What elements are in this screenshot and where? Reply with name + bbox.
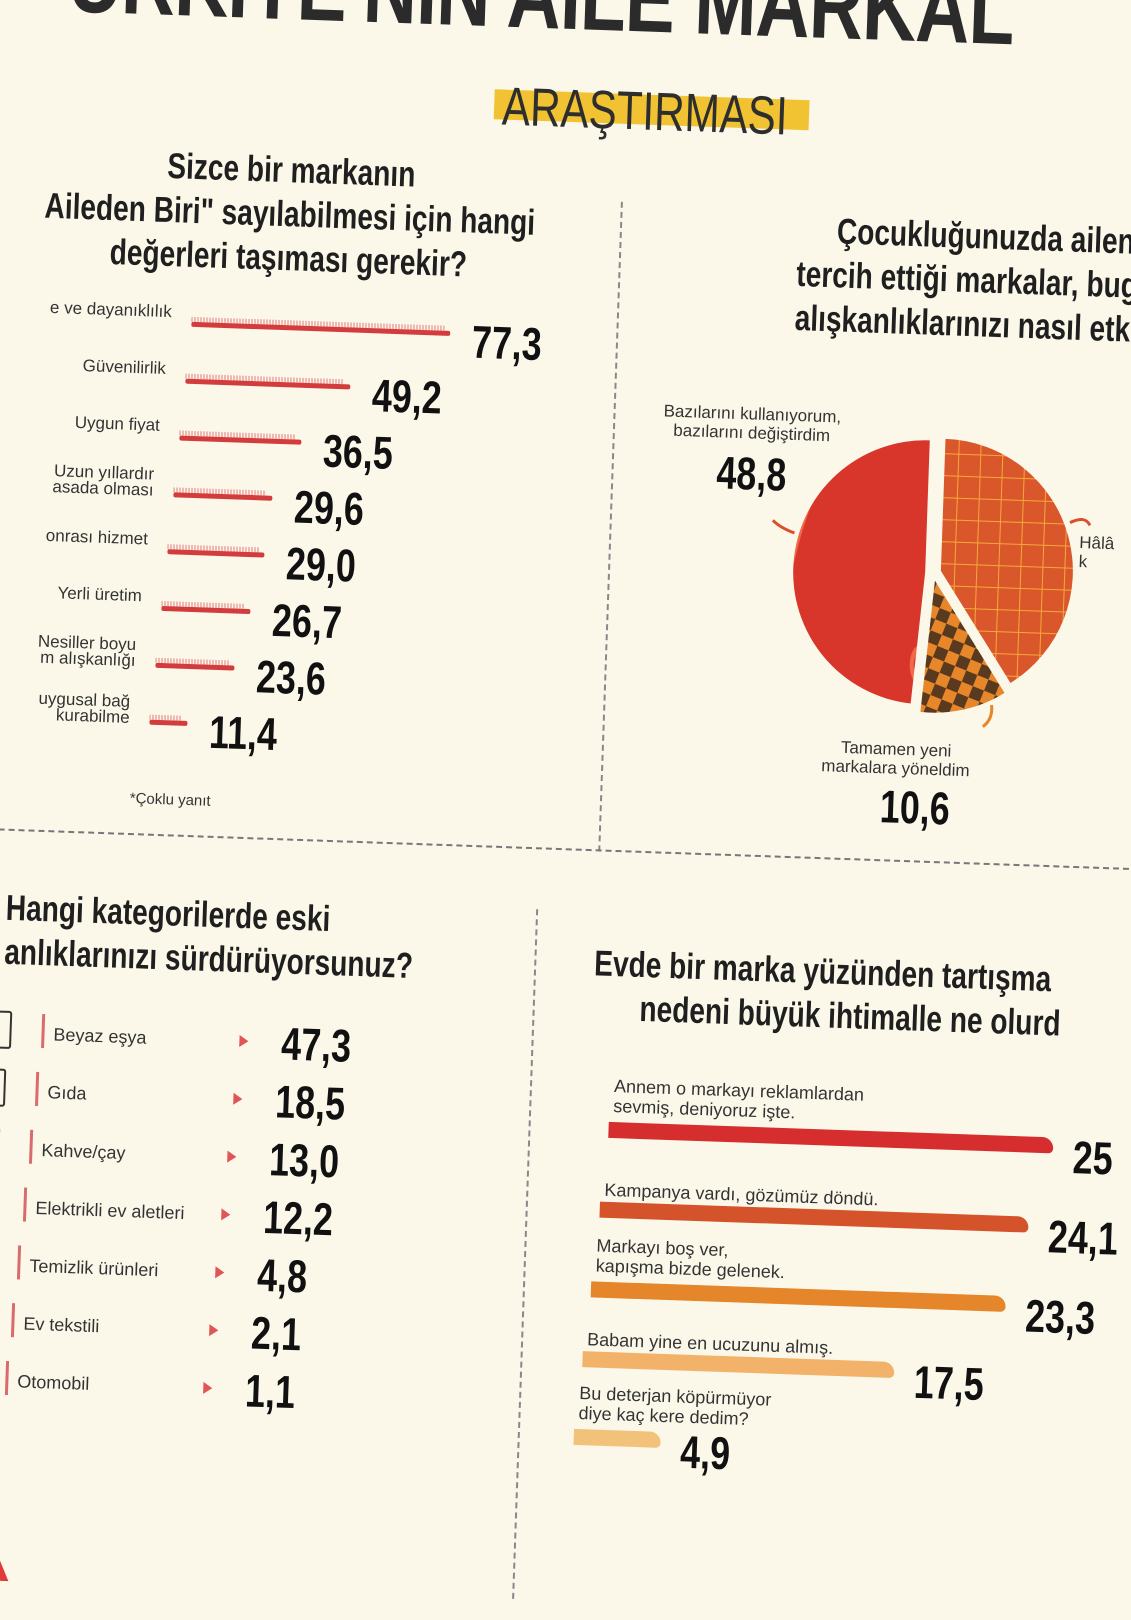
bar (574, 1429, 662, 1448)
separator (35, 1072, 39, 1106)
category-label: Gıda (47, 1082, 87, 1104)
pie-label-new: Tamamen yeni markalara yöneldim (821, 737, 971, 780)
category-value: 47,3 (280, 1016, 352, 1072)
pie-label-partial: Bazılarını kullanıyorum, bazılarını deği… (663, 401, 842, 445)
q4-title: Evde bir marka yüzünden tartışma nedeni … (592, 941, 1131, 1048)
arrow-icon (983, 705, 992, 727)
refrigerator-icon (0, 1010, 12, 1049)
pie-slice-label: Hâlâ k (1078, 533, 1114, 571)
arrow-icon (233, 1093, 242, 1105)
bar-label: Bu deterjan köpürmüyor diye kaç kere ded… (578, 1383, 771, 1430)
separator (29, 1130, 33, 1164)
bar-value: 17,5 (912, 1355, 984, 1411)
bar (608, 1122, 1053, 1154)
separator (23, 1188, 27, 1222)
category-value: 13,0 (268, 1132, 340, 1188)
bar-value: 23,3 (1024, 1289, 1096, 1345)
pie-slice-label: Bazılarını kullanıyorum, bazılarını deği… (663, 401, 841, 445)
bar-value: 25 (1072, 1130, 1114, 1185)
bar-label: Markayı boş ver, kapışma bizde gelenek. (595, 1236, 785, 1283)
category-value: 4,8 (256, 1248, 308, 1304)
pie-value: 10,6 (879, 779, 951, 835)
bar-value: 24,1 (1047, 1209, 1119, 1265)
bar-label: Annem o markayı reklamlardan sevmiş, den… (613, 1076, 864, 1125)
pie-slice (789, 436, 930, 704)
logo-icon (0, 1535, 14, 1581)
separator (17, 1245, 21, 1279)
category-label: Beyaz eşya (53, 1024, 147, 1048)
arrow-icon (209, 1324, 218, 1336)
category-label: Elektrikli ev aletleri (35, 1198, 185, 1224)
arrow-icon (239, 1035, 248, 1047)
separator (5, 1361, 9, 1395)
arrow-icon (772, 520, 794, 533)
pie-value: 48,8 (716, 445, 788, 501)
arrow-icon (221, 1208, 230, 1220)
pie-slice-label: Tamamen yeni markalara yöneldim (821, 738, 970, 780)
category-label: Ev tekstili (23, 1314, 100, 1338)
category-value: 2,1 (250, 1306, 302, 1362)
pie-chart (0, 0, 1131, 920)
bar (591, 1281, 1006, 1311)
arrow-icon (203, 1382, 212, 1394)
food-basket-icon (0, 1068, 6, 1107)
category-value: 12,2 (262, 1190, 334, 1246)
category-label: Temizlik ürünleri (29, 1256, 159, 1281)
separator (11, 1303, 15, 1337)
pie-label-hala: Hâlâ k (1078, 533, 1114, 572)
arrow-icon (1070, 519, 1090, 525)
arrow-icon (227, 1151, 236, 1163)
divider-vertical (512, 909, 538, 1599)
category-label: Kahve/çay (41, 1140, 126, 1164)
category-value: 1,1 (244, 1363, 296, 1419)
arrow-icon (215, 1266, 224, 1278)
category-value: 18,5 (274, 1074, 346, 1130)
bar-value: 4,9 (680, 1425, 732, 1481)
category-label: Otomobil (17, 1371, 90, 1395)
bar (582, 1351, 894, 1378)
separator (41, 1014, 45, 1048)
q3-title: Hangi kategorilerde eski anlıklarınızı s… (4, 886, 475, 990)
